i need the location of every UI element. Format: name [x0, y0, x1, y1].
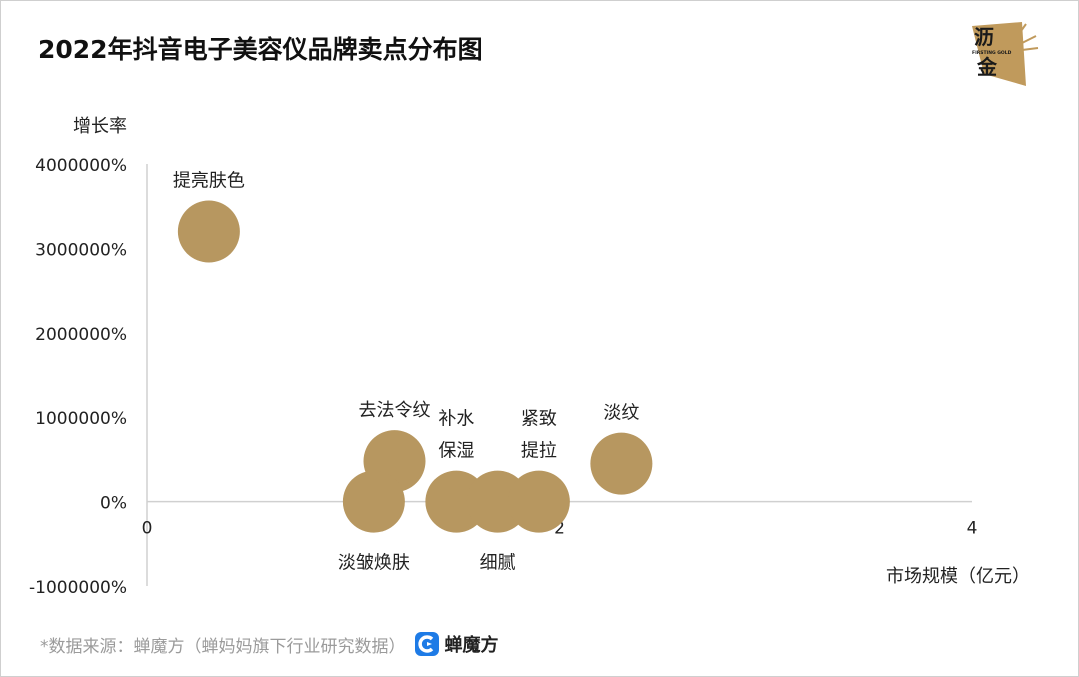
logo-shape [972, 22, 1026, 86]
y-tick-label: -1000000% [29, 578, 127, 598]
bubble-label: 提亮肤色 [173, 171, 245, 192]
y-tick-label: 1000000% [35, 409, 127, 429]
y-tick-label: 0% [100, 494, 127, 514]
y-tick-label: 3000000% [35, 240, 127, 260]
x-tick-label: 4 [967, 519, 978, 539]
x-tick-label: 2 [554, 519, 565, 539]
bubbles [177, 200, 653, 533]
bubble [177, 200, 240, 263]
y-tick-labels: -1000000% 0% 1000000% 2000000% 3000000% 40000… [29, 156, 127, 598]
bubble-label: 提拉 [521, 441, 557, 462]
bubble-label: 补水 [438, 409, 474, 430]
y-tick-label: 2000000% [35, 325, 127, 345]
bubble [342, 470, 405, 533]
logo-tagline: FIRSTING GOLD [972, 50, 1012, 56]
x-tick-label: 0 [142, 519, 153, 539]
source-text: *数据来源：蝉魔方（蝉妈妈旗下行业研究数据） [40, 636, 406, 657]
bubble-label: 去法令纹 [359, 400, 431, 421]
chart-title: 2022年抖音电子美容仪品牌卖点分布图 [38, 35, 483, 64]
bubble [590, 432, 653, 495]
firsting-gold-logo: 沥 FIRSTING GOLD 金 [972, 22, 1039, 86]
bubble-label: 紧致 [521, 409, 557, 430]
logo-line2: 金 [976, 55, 998, 79]
y-tick-label: 4000000% [35, 156, 127, 176]
bubble-label: 淡纹 [603, 403, 639, 424]
bubble [507, 470, 570, 533]
y-axis-label: 增长率 [73, 116, 127, 137]
source-brand-name: 蝉魔方 [444, 635, 499, 656]
logo-line1: 沥 [974, 25, 994, 49]
source-note: *数据来源：蝉魔方（蝉妈妈旗下行业研究数据） 蝉魔方 [40, 631, 499, 657]
x-axis-label: 市场规模（亿元） [886, 566, 1030, 587]
bubble-label: 淡皱焕肤 [338, 553, 410, 574]
chanmofang-icon [414, 632, 439, 656]
source-brand: 蝉魔方 [414, 631, 499, 657]
x-tick-labels: 0 2 4 [142, 519, 978, 539]
bubble-label: 保湿 [438, 441, 474, 462]
bubble-label: 细腻 [480, 553, 516, 574]
